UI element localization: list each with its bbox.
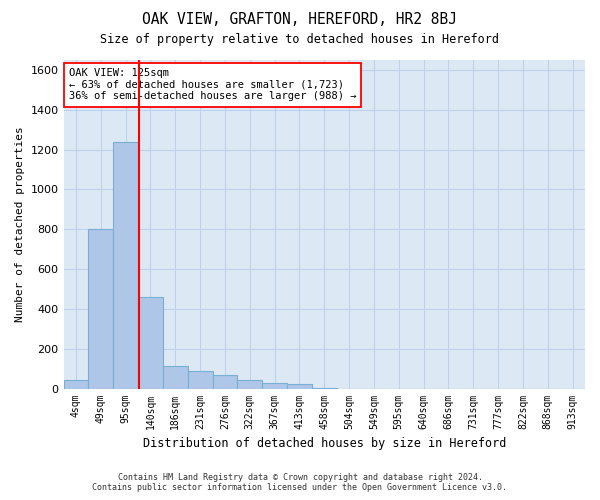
Bar [138,297,163,388]
Bar [163,366,188,388]
Bar [262,382,287,388]
Text: OAK VIEW, GRAFTON, HEREFORD, HR2 8BJ: OAK VIEW, GRAFTON, HEREFORD, HR2 8BJ [143,12,458,28]
Bar [212,374,238,388]
Bar [238,380,262,388]
Y-axis label: Number of detached properties: Number of detached properties [15,126,25,322]
Bar [113,142,138,388]
X-axis label: Distribution of detached houses by size in Hereford: Distribution of detached houses by size … [143,437,506,450]
Bar [188,370,212,388]
Bar [64,380,88,388]
Text: Size of property relative to detached houses in Hereford: Size of property relative to detached ho… [101,32,499,46]
Bar [287,384,312,388]
Text: OAK VIEW: 125sqm
← 63% of detached houses are smaller (1,723)
36% of semi-detach: OAK VIEW: 125sqm ← 63% of detached house… [69,68,356,102]
Bar [88,230,113,388]
Text: Contains HM Land Registry data © Crown copyright and database right 2024.
Contai: Contains HM Land Registry data © Crown c… [92,473,508,492]
